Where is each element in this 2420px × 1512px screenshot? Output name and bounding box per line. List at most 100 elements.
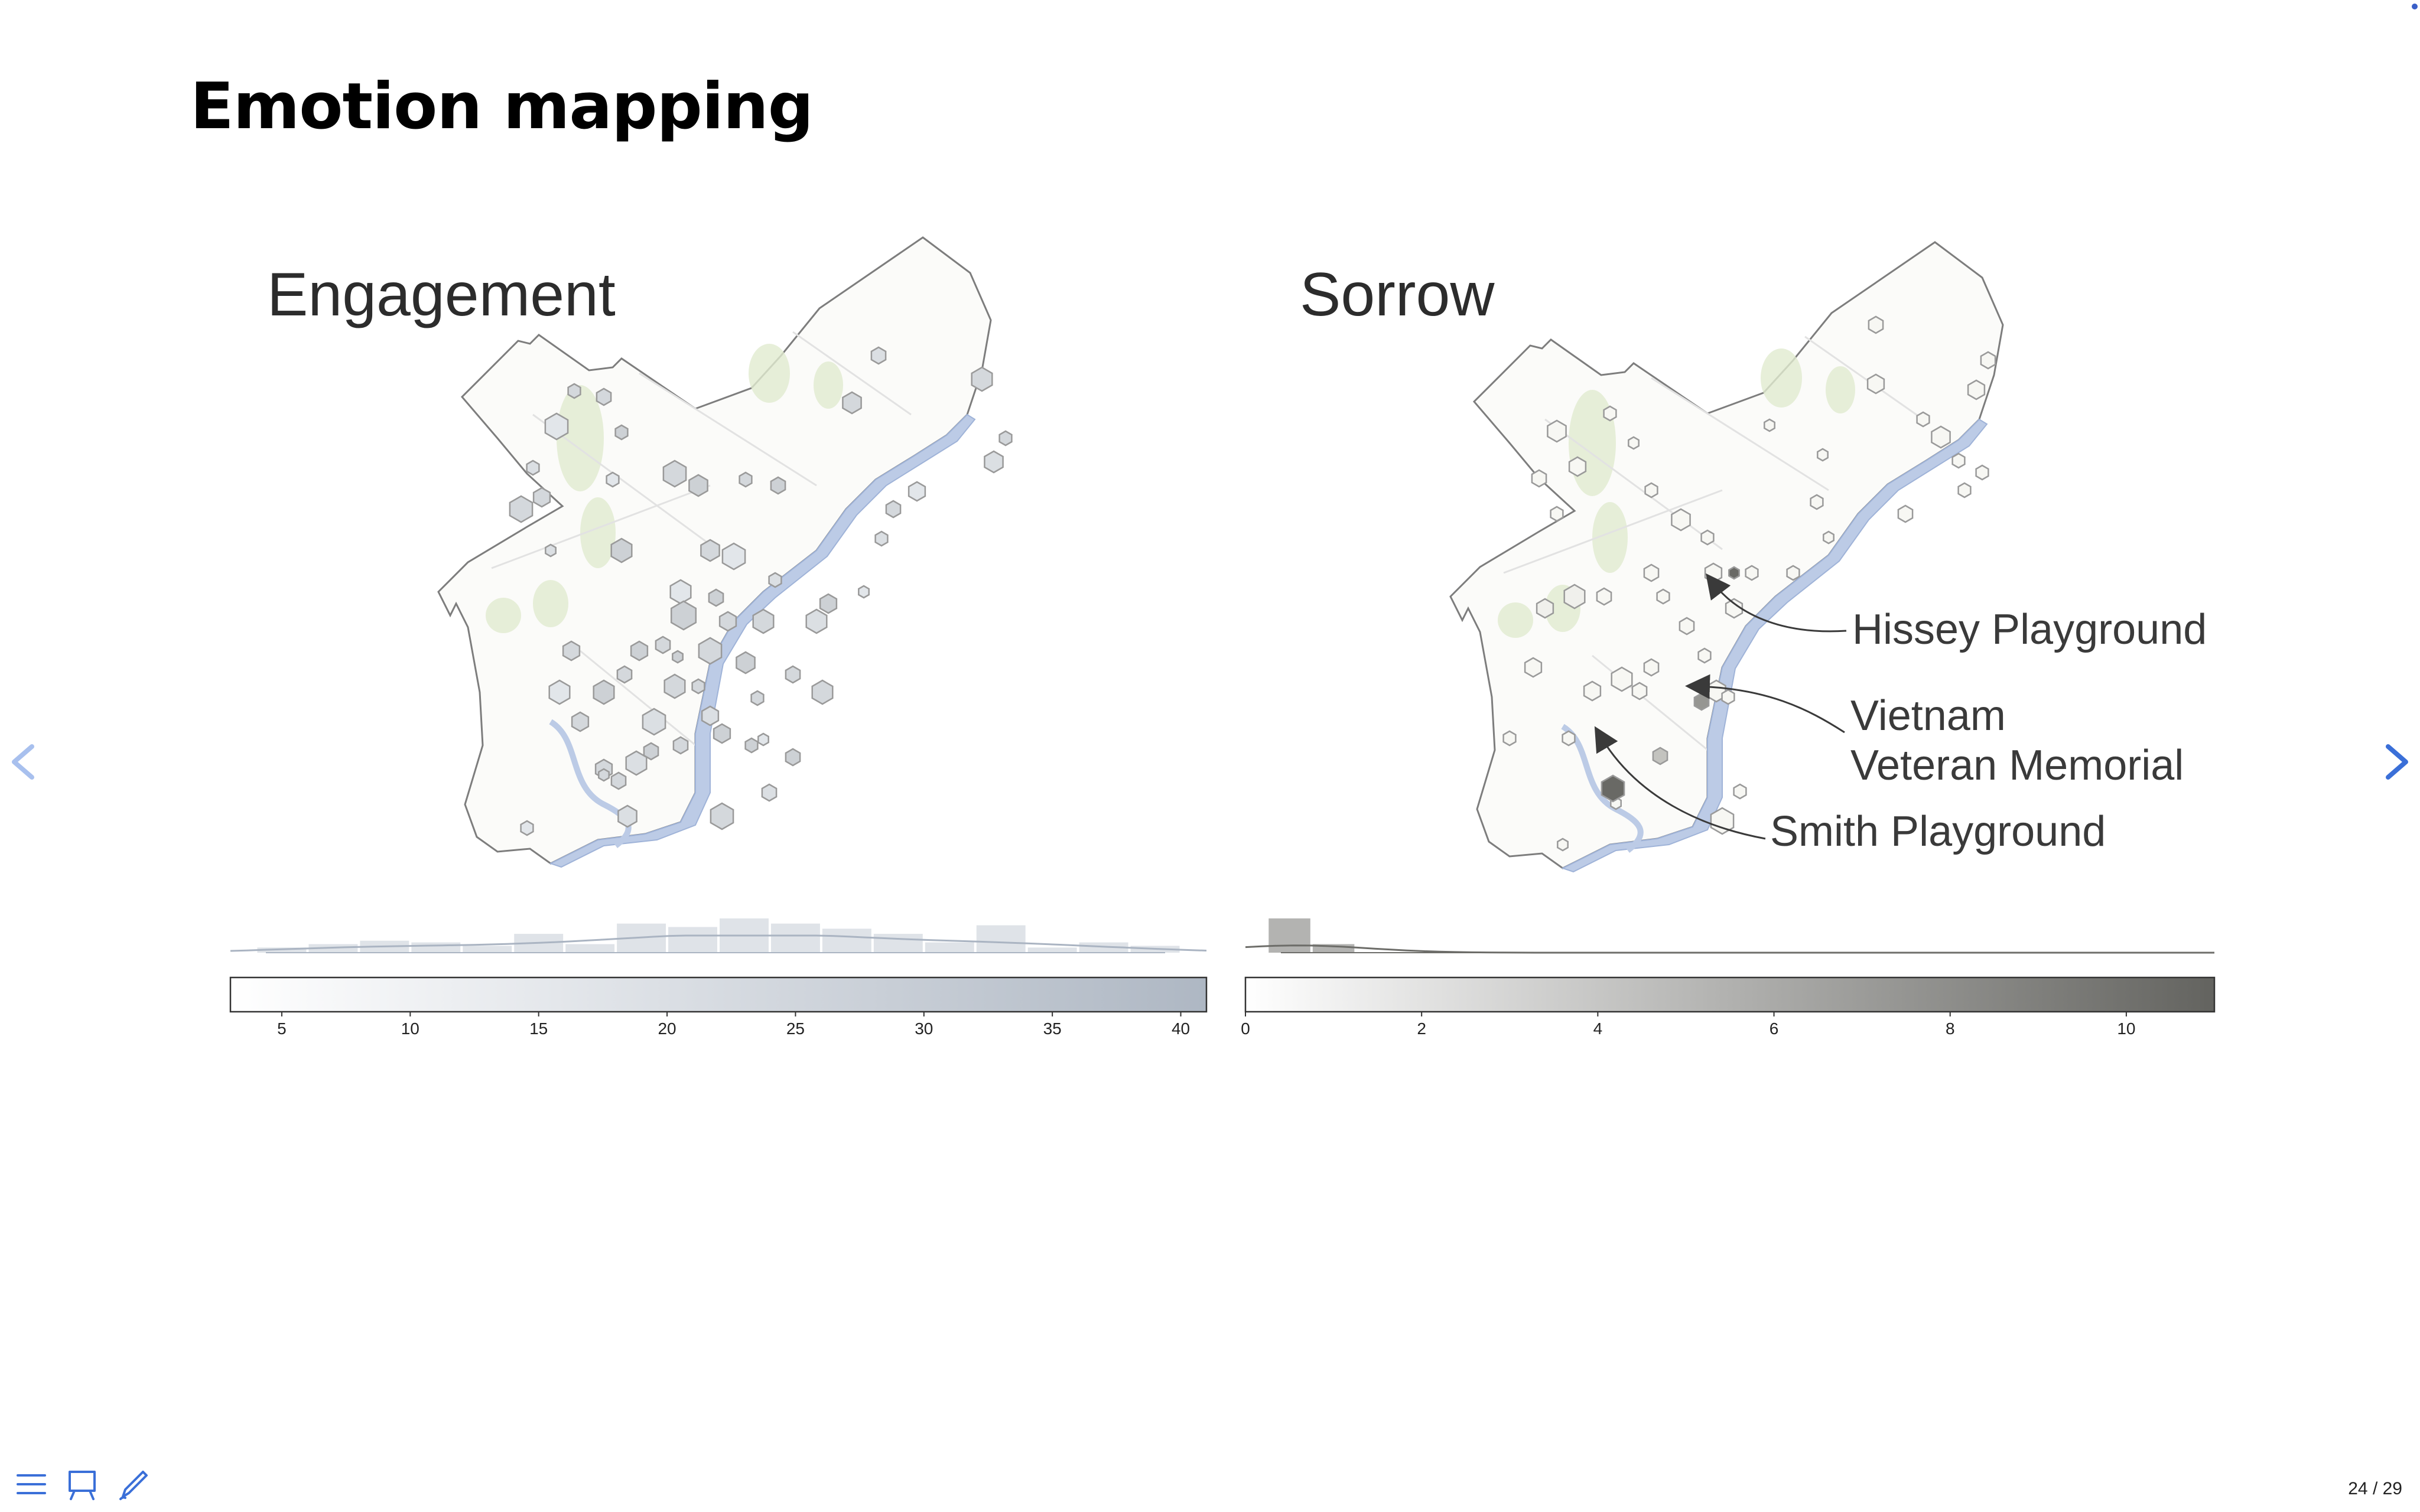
hex-bin xyxy=(750,690,765,706)
hex-bin xyxy=(1603,405,1617,422)
hex-bin xyxy=(721,542,746,571)
park-area xyxy=(486,598,521,633)
colorbar-tick-label: 40 xyxy=(1172,1019,1190,1038)
hex-bin xyxy=(805,608,828,634)
hex-bin xyxy=(1644,482,1658,498)
hex-bin xyxy=(701,705,720,726)
next-slide-button[interactable] xyxy=(2373,726,2420,797)
hex-bin xyxy=(708,588,724,607)
vietnam-label-line2: Veteran Memorial xyxy=(1850,742,2184,789)
hex-bin xyxy=(662,460,687,488)
smith-arrow xyxy=(1594,726,1766,840)
colorbar xyxy=(229,976,1208,1013)
hex-bin xyxy=(858,585,870,599)
hex-bin xyxy=(1980,351,1996,370)
hissey-arrow xyxy=(1706,573,1847,633)
hex-bin xyxy=(1656,588,1670,605)
sorrow-annotations: Hissey Playground Vietnam Veteran Memori… xyxy=(1594,573,2207,855)
histogram-bar xyxy=(668,927,717,953)
menu-button[interactable] xyxy=(14,1467,48,1501)
sorrow-legend: 0 2 4 6 8 10 xyxy=(1241,918,2216,1038)
hex-bin xyxy=(785,665,801,684)
street-line xyxy=(491,484,711,569)
hex-bin xyxy=(713,723,731,744)
hex-bin xyxy=(1957,482,1972,498)
hex-bin xyxy=(1536,598,1554,619)
hex-bin xyxy=(1810,494,1824,510)
histogram-bar xyxy=(411,942,461,953)
colorbar-tick-label: 4 xyxy=(1593,1019,1603,1038)
sorrow-map xyxy=(1449,241,2004,873)
engagement-title: Engagement xyxy=(267,260,616,329)
park-area xyxy=(814,361,843,409)
schuylkill-river xyxy=(549,719,632,848)
prev-slide-button[interactable] xyxy=(0,726,47,797)
hex-bin xyxy=(1733,783,1747,800)
hex-bin xyxy=(1601,774,1625,803)
hex-bin xyxy=(596,387,612,406)
hex-bin xyxy=(562,640,581,662)
colorbar-tick-label: 10 xyxy=(401,1019,419,1038)
annotate-button[interactable] xyxy=(116,1467,150,1501)
hex-bin xyxy=(1631,682,1648,700)
hex-bin xyxy=(630,640,649,662)
hex-bin xyxy=(1568,456,1587,477)
colorbar-tick-label: 30 xyxy=(915,1019,933,1038)
sorrow-title: Sorrow xyxy=(1300,260,1495,329)
engagement-map xyxy=(437,236,1013,868)
hex-bin xyxy=(1725,598,1744,619)
hex-bin xyxy=(700,539,720,562)
hex-bin xyxy=(768,572,782,588)
chevron-right-icon xyxy=(2386,744,2408,780)
hex-bin xyxy=(1710,807,1735,835)
slide-title: Emotion mapping xyxy=(190,70,814,144)
hex-bin xyxy=(548,679,571,705)
hex-bin xyxy=(610,771,627,790)
delaware-river xyxy=(1561,418,1988,873)
hex-bin xyxy=(691,678,705,695)
menu-icon xyxy=(17,1474,46,1494)
hex-bin xyxy=(598,768,610,782)
hex-bin xyxy=(688,474,708,497)
colorbar-tick-label: 35 xyxy=(1043,1019,1062,1038)
park-area xyxy=(557,385,604,491)
park-area xyxy=(1826,366,1855,413)
hex-bin xyxy=(643,742,659,761)
histogram-bar xyxy=(1027,947,1077,953)
hex-bin xyxy=(617,804,637,828)
hex-bin xyxy=(1643,658,1660,677)
hex-bin xyxy=(1817,448,1829,462)
hex-bin xyxy=(1596,587,1612,606)
hex-bin xyxy=(971,366,993,392)
colorbar-tick-label: 5 xyxy=(277,1019,287,1038)
hex-bin xyxy=(672,736,689,755)
hex-bin xyxy=(672,650,684,664)
hex-bin xyxy=(1868,315,1884,334)
hex-bin xyxy=(1643,563,1660,582)
street-line xyxy=(1503,489,1723,574)
hex-bin xyxy=(698,637,723,665)
park-area xyxy=(1498,602,1533,638)
street-line xyxy=(580,650,711,758)
street-line xyxy=(792,331,912,416)
colorbar-tick-label: 2 xyxy=(1417,1019,1426,1038)
hex-bin xyxy=(785,748,801,767)
overview-button[interactable] xyxy=(65,1467,99,1501)
hex-bin xyxy=(1951,452,1966,469)
hex-bin xyxy=(670,600,697,631)
hex-bin xyxy=(842,391,862,415)
hex-bin xyxy=(669,579,692,605)
vietnam-arrow xyxy=(1685,674,1845,734)
colorbar-tick-label: 0 xyxy=(1241,1019,1250,1038)
hex-bin xyxy=(509,495,534,523)
hex-bin xyxy=(819,593,838,614)
colorbar-tick-label: 6 xyxy=(1770,1019,1779,1038)
hex-bin xyxy=(1704,562,1723,584)
hex-bin xyxy=(984,450,1004,474)
hex-bin xyxy=(1786,565,1800,581)
delaware-river xyxy=(549,413,976,868)
hex-bin xyxy=(744,737,759,754)
hex-bin xyxy=(642,708,666,736)
pen-icon xyxy=(119,1471,148,1500)
